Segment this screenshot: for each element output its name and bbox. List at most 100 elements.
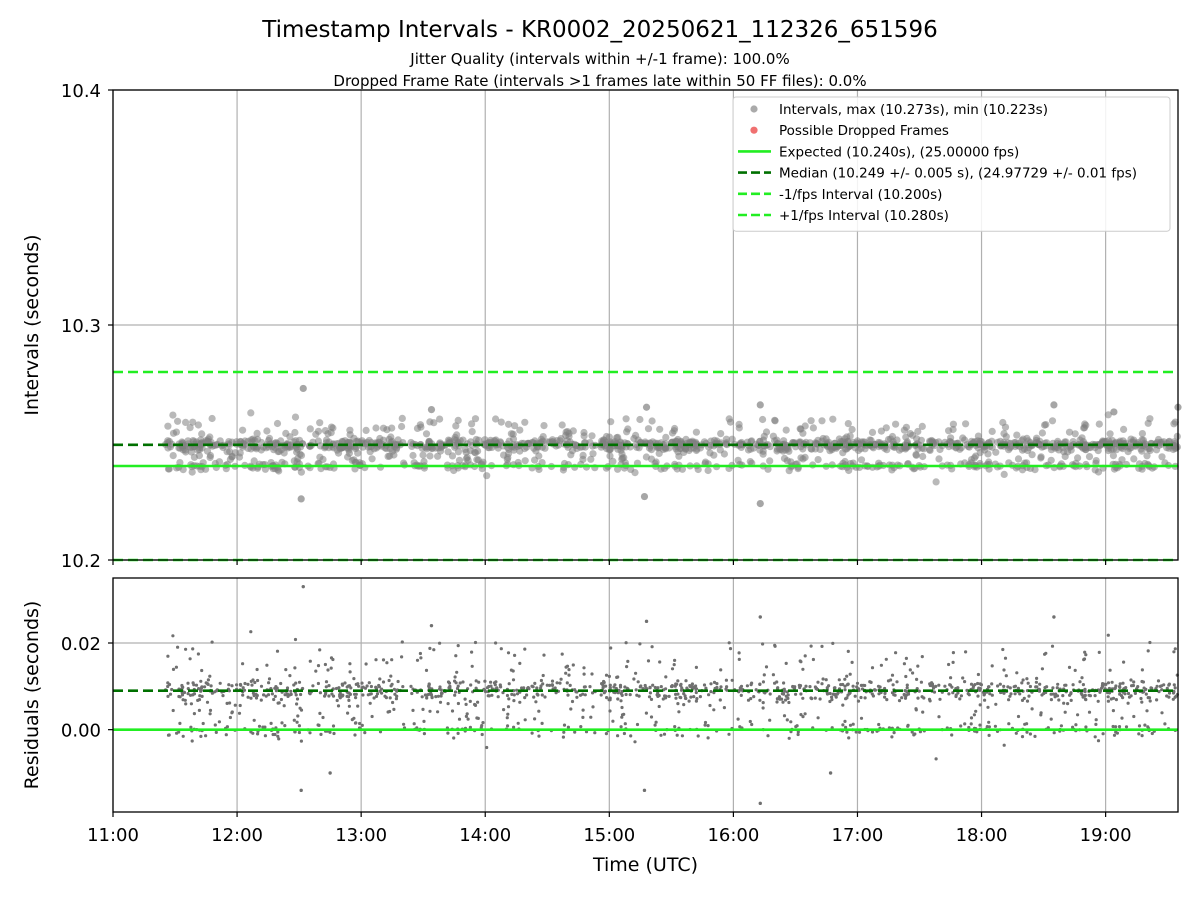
residual-point bbox=[687, 699, 691, 703]
interval-point bbox=[1085, 453, 1094, 461]
interval-point bbox=[725, 415, 733, 423]
residual-point bbox=[316, 664, 321, 668]
residual-point bbox=[1106, 681, 1111, 685]
residual-point bbox=[581, 715, 585, 720]
residual-point bbox=[308, 731, 312, 735]
interval-point bbox=[251, 436, 259, 444]
residual-point bbox=[841, 723, 845, 727]
interval-point bbox=[692, 438, 700, 446]
residual-point bbox=[259, 684, 264, 688]
interval-outlier-1 bbox=[297, 495, 305, 503]
interval-point bbox=[846, 432, 854, 440]
interval-point bbox=[1067, 442, 1075, 451]
residual-point bbox=[480, 732, 484, 737]
residual-point bbox=[210, 640, 214, 644]
residual-point bbox=[483, 679, 487, 683]
interval-point bbox=[588, 432, 596, 440]
residual-point bbox=[1021, 678, 1025, 682]
interval-point bbox=[844, 420, 852, 428]
residual-point bbox=[851, 684, 855, 688]
residual-point bbox=[453, 690, 458, 694]
residual-point bbox=[385, 661, 389, 665]
residual-point bbox=[543, 695, 547, 699]
residual-point bbox=[877, 722, 881, 727]
residual-point bbox=[360, 686, 364, 690]
interval-point bbox=[1125, 444, 1134, 452]
residual-point bbox=[679, 683, 683, 688]
residual-point bbox=[1149, 686, 1153, 690]
residual-point bbox=[282, 704, 286, 708]
interval-point bbox=[265, 434, 274, 442]
interval-point bbox=[988, 427, 996, 435]
interval-point bbox=[1014, 455, 1023, 463]
interval-point bbox=[372, 424, 380, 432]
residual-point bbox=[761, 701, 765, 705]
residual-point bbox=[375, 692, 380, 696]
residual-point bbox=[456, 684, 460, 688]
residual-outlier-1 bbox=[299, 788, 303, 793]
residual-point bbox=[457, 717, 462, 721]
residual-point bbox=[1025, 677, 1029, 681]
residual-point bbox=[863, 683, 867, 688]
residual-point bbox=[764, 665, 769, 669]
residual-point bbox=[377, 685, 381, 689]
residual-point bbox=[168, 692, 173, 696]
residual-point bbox=[1129, 678, 1133, 682]
residual-point bbox=[914, 708, 918, 712]
residual-point bbox=[1096, 699, 1100, 703]
interval-point bbox=[1082, 446, 1090, 454]
residual-point bbox=[1094, 718, 1098, 722]
residual-point bbox=[347, 695, 351, 699]
interval-point bbox=[882, 424, 890, 432]
residual-point bbox=[383, 694, 387, 698]
interval-point bbox=[316, 442, 324, 450]
residual-point bbox=[845, 696, 849, 700]
legend-label-0: Intervals, max (10.273s), min (10.223s) bbox=[779, 102, 1048, 118]
residual-point bbox=[1073, 668, 1077, 673]
interval-point bbox=[1081, 420, 1089, 428]
interval-point bbox=[409, 451, 417, 460]
residual-point bbox=[690, 682, 695, 686]
residual-point bbox=[353, 692, 357, 696]
interval-point bbox=[554, 441, 563, 449]
interval-point bbox=[984, 450, 992, 458]
residual-point bbox=[694, 665, 699, 670]
interval-point bbox=[362, 426, 370, 434]
residual-point bbox=[1002, 743, 1006, 747]
residual-point bbox=[293, 730, 297, 734]
residual-point bbox=[1143, 723, 1147, 727]
residual-point bbox=[919, 680, 924, 684]
residual-point bbox=[987, 733, 991, 738]
interval-point bbox=[189, 437, 197, 445]
residual-point bbox=[224, 733, 228, 737]
residual-point bbox=[499, 685, 503, 689]
residual-point bbox=[506, 651, 511, 655]
residual-point bbox=[921, 710, 925, 714]
residual-point bbox=[283, 724, 287, 728]
residual-point bbox=[432, 648, 436, 652]
interval-point bbox=[759, 415, 767, 424]
residual-point bbox=[643, 683, 647, 688]
residual-point bbox=[1083, 650, 1087, 654]
interval-point bbox=[297, 468, 305, 476]
residual-point bbox=[1025, 699, 1030, 703]
residual-point bbox=[616, 697, 620, 701]
residual-point bbox=[979, 683, 984, 687]
interval-point bbox=[169, 411, 177, 419]
residual-point bbox=[295, 697, 300, 701]
interval-point bbox=[857, 456, 866, 464]
residual-point bbox=[560, 652, 564, 656]
residual-outlier-7 bbox=[1052, 615, 1056, 619]
residual-point bbox=[787, 700, 791, 705]
residual-point bbox=[505, 693, 510, 698]
residual-point bbox=[1079, 691, 1083, 696]
interval-point bbox=[999, 418, 1007, 427]
interval-point bbox=[826, 447, 834, 455]
residual-point bbox=[251, 678, 255, 682]
residual-outlier-2 bbox=[429, 623, 434, 628]
residual-point bbox=[515, 688, 519, 692]
residual-point bbox=[1043, 686, 1047, 690]
residual-point bbox=[238, 682, 243, 687]
interval-point bbox=[807, 445, 815, 453]
residual-point bbox=[297, 680, 302, 684]
